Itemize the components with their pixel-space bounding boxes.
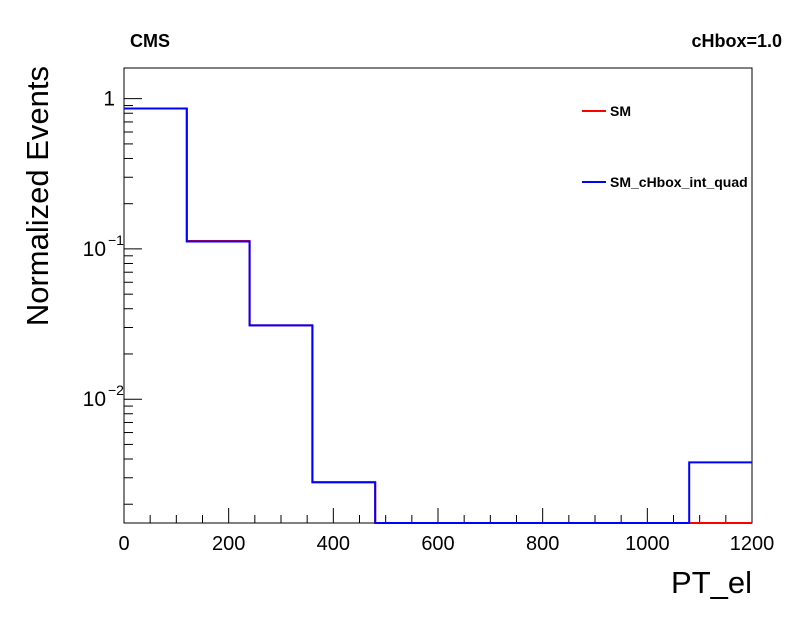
cms-label: CMS bbox=[130, 31, 170, 51]
plot-frame bbox=[123, 67, 753, 524]
y-tick-label: 1 bbox=[103, 88, 115, 111]
legend: SM SM_cHbox_int_quad bbox=[582, 103, 748, 190]
coupling-label: cHbox=1.0 bbox=[691, 31, 782, 51]
x-tick-label: 600 bbox=[421, 533, 454, 555]
x-axis-title: PT_el bbox=[671, 565, 752, 600]
y-tick-label: 10 bbox=[83, 238, 106, 261]
y-tick-exponent: −2 bbox=[108, 382, 124, 398]
y-axis: 110−110−2 bbox=[83, 88, 142, 505]
y-tick-exponent: −1 bbox=[108, 232, 124, 248]
series-layer bbox=[124, 107, 752, 524]
y-tick-label: 10 bbox=[83, 388, 106, 411]
x-tick-label: 400 bbox=[317, 533, 350, 555]
series-line-1 bbox=[124, 107, 752, 524]
legend-label: SM_cHbox_int_quad bbox=[610, 174, 748, 190]
x-tick-label: 0 bbox=[118, 533, 129, 555]
legend-label: SM bbox=[610, 103, 631, 119]
x-tick-label: 200 bbox=[212, 533, 245, 555]
y-axis-title: Normalized Events bbox=[20, 66, 55, 326]
x-tick-label: 1200 bbox=[730, 533, 775, 555]
series-line-2 bbox=[124, 107, 752, 524]
x-axis: 0 200 400 600 800 1000 1200 bbox=[118, 508, 774, 555]
x-tick-label: 1000 bbox=[625, 533, 670, 555]
x-tick-label: 800 bbox=[526, 533, 559, 555]
